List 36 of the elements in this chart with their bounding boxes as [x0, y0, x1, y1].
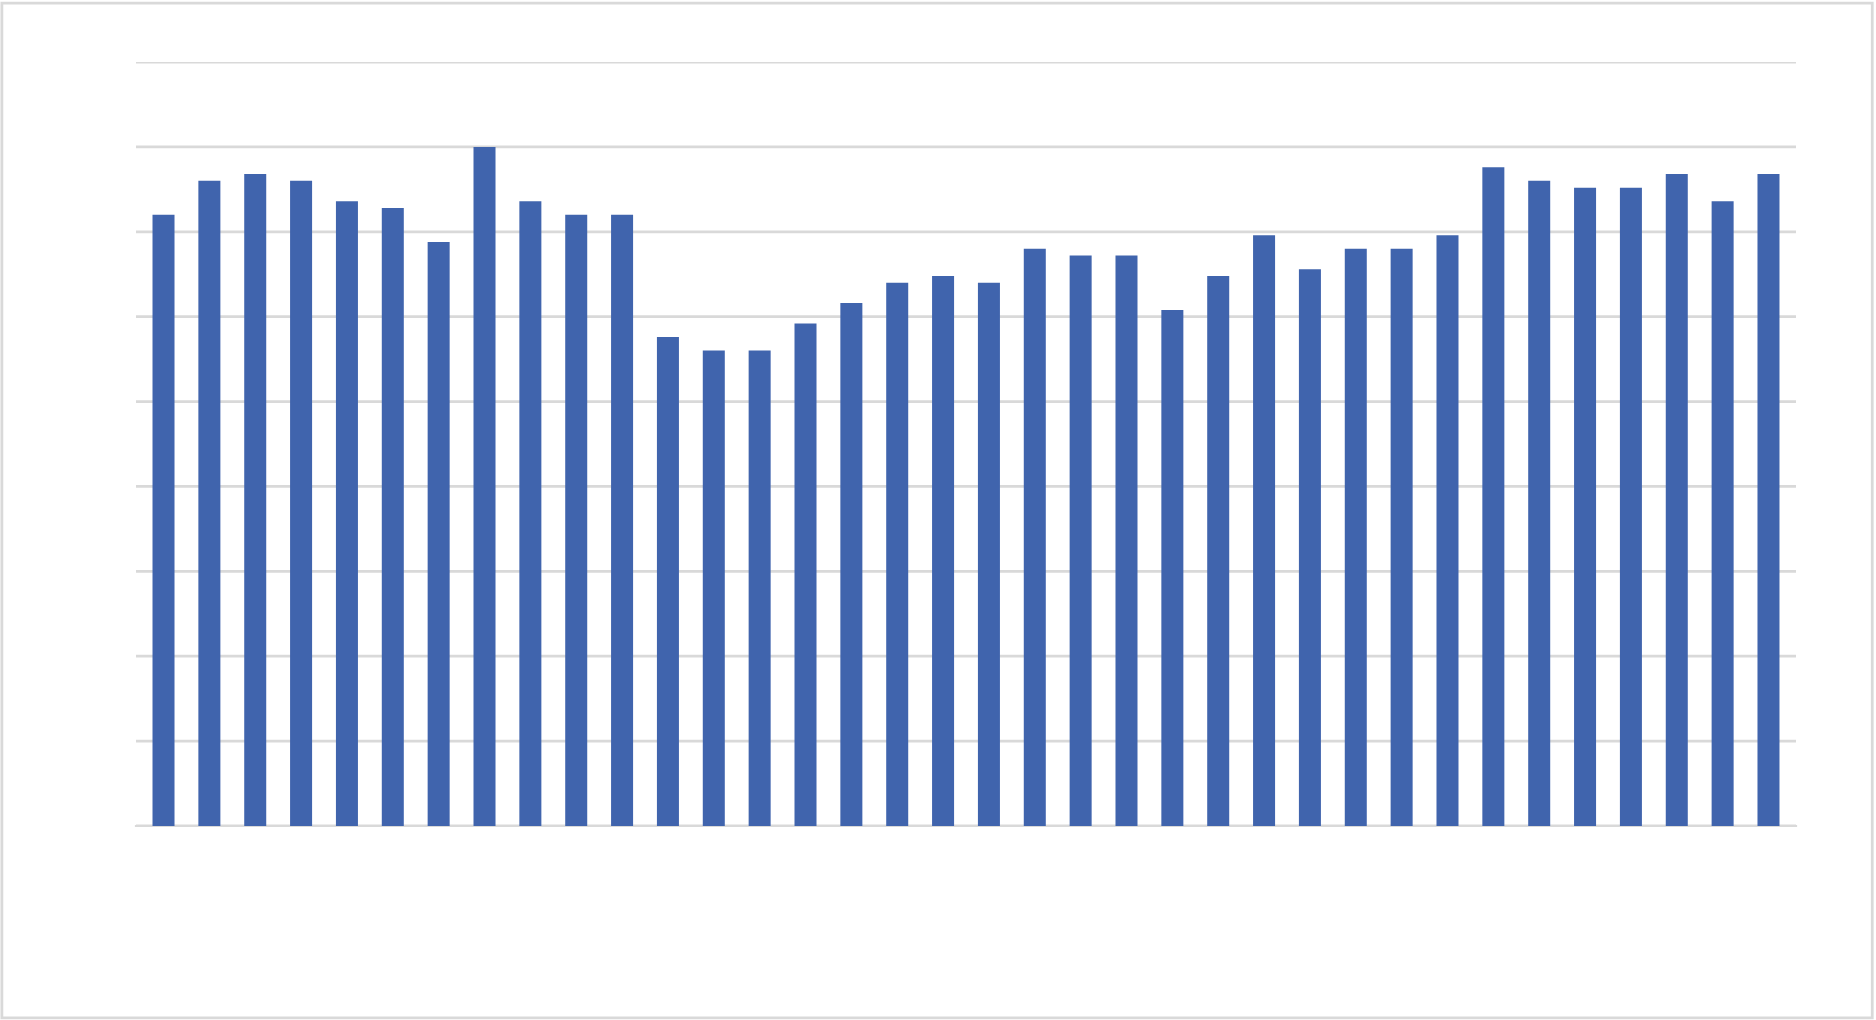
bar	[1069, 255, 1092, 826]
bar	[244, 174, 267, 826]
bar	[1344, 248, 1367, 826]
bar	[290, 180, 313, 826]
bar	[977, 282, 1000, 826]
bar	[198, 180, 221, 826]
bar	[1574, 187, 1597, 826]
bar	[381, 208, 404, 826]
bar	[1436, 235, 1459, 826]
bar	[1253, 235, 1276, 826]
bar	[1298, 269, 1321, 826]
bar	[702, 350, 725, 826]
bar	[794, 323, 817, 826]
bar	[1161, 309, 1184, 826]
bar	[1023, 248, 1046, 826]
bar	[1390, 248, 1413, 826]
bar	[152, 214, 175, 826]
bar	[656, 337, 679, 826]
bar	[335, 201, 358, 826]
bar	[1528, 180, 1551, 826]
bar	[1757, 174, 1780, 826]
bar	[611, 214, 634, 826]
bar	[1482, 167, 1505, 826]
bar	[473, 146, 496, 826]
bar	[840, 303, 863, 826]
bar	[1711, 201, 1734, 826]
bar	[886, 282, 909, 826]
bar	[1115, 255, 1138, 826]
bar	[427, 241, 450, 826]
bar	[1619, 187, 1642, 826]
bar	[565, 214, 588, 826]
bar	[1207, 275, 1230, 826]
bar	[932, 275, 955, 826]
bar	[1665, 174, 1688, 826]
bar	[748, 350, 771, 826]
bar	[519, 201, 542, 826]
